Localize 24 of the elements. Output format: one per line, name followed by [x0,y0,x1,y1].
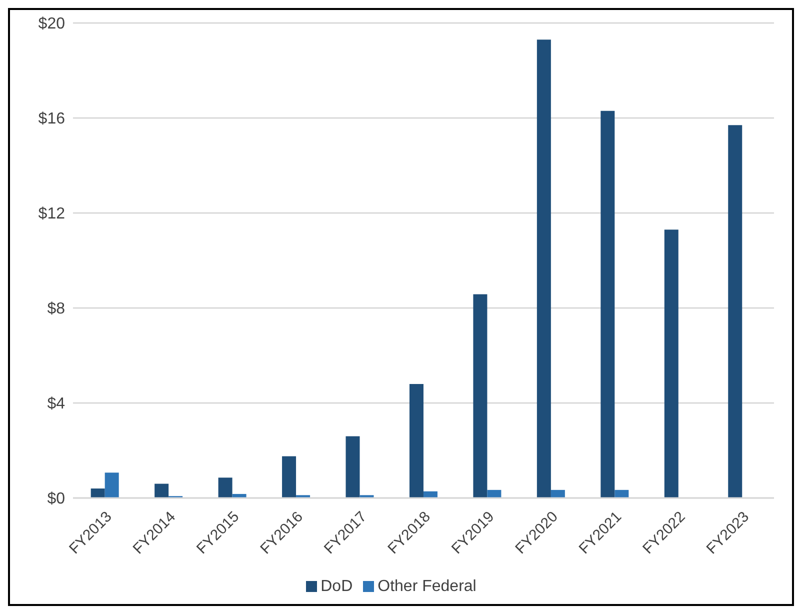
legend-label: DoD [320,578,353,595]
bar [346,436,360,498]
bar [90,488,105,498]
bar [550,490,565,498]
y-tick-label: $20 [38,16,66,33]
y-tick-label: $4 [47,396,66,413]
y-tick-label: $0 [47,490,66,508]
bar [104,472,119,498]
bar [487,490,502,498]
y-tick-label: $16 [38,110,66,128]
bar [600,110,615,498]
bar [154,484,169,498]
y-tick-label: $12 [38,206,66,223]
bar [218,478,232,498]
bar [282,456,296,498]
bar [473,294,488,498]
bar [664,230,678,498]
bar [409,384,424,498]
legend-label: Other Federal [378,578,476,595]
y-tick-label: $8 [47,300,66,318]
bar [536,40,551,498]
bar [728,125,742,498]
bar [423,491,438,498]
bar [614,490,629,498]
